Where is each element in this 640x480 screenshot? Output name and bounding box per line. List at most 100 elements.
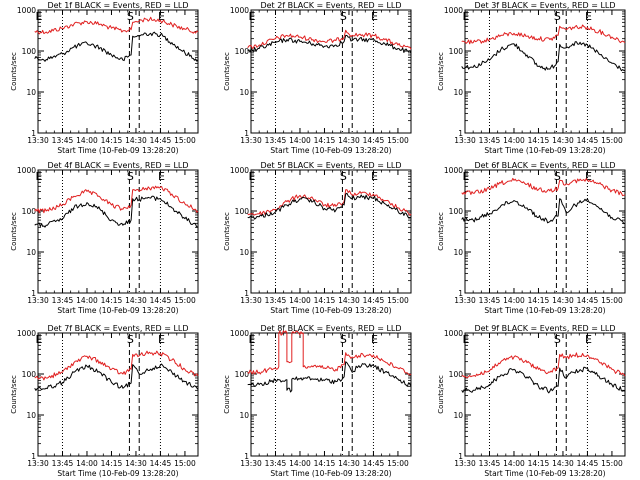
x-tick-label: 14:15	[528, 296, 550, 305]
y-tick-label: 100	[235, 47, 250, 56]
x-tick-label: 13:30	[454, 136, 476, 145]
y-tick-label: 1000	[230, 329, 249, 338]
y-tick-label: 1000	[17, 329, 36, 338]
x-tick-label: 13:30	[454, 296, 476, 305]
x-tick-label: 15:00	[387, 136, 409, 145]
series-line-lld	[247, 189, 412, 216]
x-tick-label: 14:45	[363, 136, 385, 145]
x-tick-label: 13:45	[52, 459, 74, 468]
x-tick-label: 13:45	[52, 136, 74, 145]
y-tick-label: 1000	[17, 6, 36, 15]
marker-label: E	[249, 333, 256, 346]
x-tick-label: 15:00	[387, 296, 409, 305]
x-tick-label: 14:30	[125, 459, 147, 468]
x-tick-label: 14:00	[76, 296, 98, 305]
x-tick-label: 14:00	[503, 296, 525, 305]
x-tick-label: 13:45	[479, 459, 501, 468]
marker-label: S	[340, 333, 347, 346]
series-line-lld	[247, 29, 412, 50]
y-axis-label: Counts/sec	[223, 52, 231, 91]
x-axis-label: Start Time (10-Feb-09 13:28:20)	[57, 146, 178, 155]
x-tick-label: 14:45	[150, 296, 172, 305]
marker-label: E	[463, 10, 470, 23]
y-tick-label: 1	[31, 289, 36, 298]
marker-label: E	[585, 170, 592, 183]
series-line-events	[247, 361, 412, 393]
x-tick-label: 13:45	[265, 296, 287, 305]
x-tick-label: 13:30	[454, 459, 476, 468]
x-tick-label: 15:00	[601, 136, 623, 145]
x-tick-label: 14:45	[577, 296, 599, 305]
y-axis-label: Counts/sec	[223, 212, 231, 251]
y-tick-label: 1	[458, 452, 463, 461]
x-tick-label: 13:30	[240, 459, 262, 468]
x-tick-label: 14:45	[363, 296, 385, 305]
x-tick-label: 14:00	[76, 459, 98, 468]
x-tick-label: 14:30	[552, 296, 574, 305]
chart-title: Det 4f BLACK = Events, RED = LLD	[47, 161, 188, 170]
marker-label: E	[585, 10, 592, 23]
marker-label: S	[340, 170, 347, 183]
y-axis-label: Counts/sec	[437, 52, 445, 91]
y-tick-label: 10	[26, 248, 36, 257]
x-tick-label: 14:00	[76, 136, 98, 145]
x-tick-label: 13:45	[479, 296, 501, 305]
y-tick-label: 10	[239, 248, 249, 257]
x-tick-label: 13:45	[265, 136, 287, 145]
y-axis-label: Counts/sec	[10, 52, 18, 91]
series-line-events	[34, 363, 199, 391]
x-tick-label: 14:45	[150, 136, 172, 145]
x-tick-label: 14:45	[577, 136, 599, 145]
y-tick-label: 1	[244, 289, 249, 298]
chart-title: Det 1f BLACK = Events, RED = LLD	[47, 1, 188, 10]
marker-label: E	[371, 10, 378, 23]
marker-label: S	[127, 170, 134, 183]
marker-label: E	[36, 333, 43, 346]
x-tick-label: 13:45	[265, 459, 287, 468]
x-tick-label: 13:30	[27, 136, 49, 145]
x-tick-label: 15:00	[174, 296, 196, 305]
y-tick-label: 100	[449, 47, 464, 56]
y-tick-label: 10	[239, 411, 249, 420]
marker-label: E	[463, 333, 470, 346]
x-tick-label: 13:45	[479, 136, 501, 145]
x-axis-label: Start Time (10-Feb-09 13:28:20)	[484, 146, 605, 155]
y-tick-label: 10	[453, 248, 463, 257]
y-tick-label: 1000	[230, 6, 249, 15]
x-tick-label: 14:45	[150, 459, 172, 468]
x-axis-label: Start Time (10-Feb-09 13:28:20)	[484, 306, 605, 315]
marker-label: S	[554, 170, 561, 183]
y-axis-label: Counts/sec	[223, 375, 231, 414]
chart-title: Det 5f BLACK = Events, RED = LLD	[260, 161, 401, 170]
x-tick-label: 14:15	[528, 136, 550, 145]
x-axis-label: Start Time (10-Feb-09 13:28:20)	[57, 469, 178, 478]
y-tick-label: 1	[31, 129, 36, 138]
y-tick-label: 100	[22, 207, 37, 216]
marker-label: S	[127, 10, 134, 23]
series-line-lld	[461, 24, 626, 45]
series-line-lld	[461, 352, 626, 379]
y-tick-label: 100	[235, 370, 250, 379]
marker-label: E	[463, 170, 470, 183]
x-tick-label: 14:00	[289, 296, 311, 305]
x-tick-label: 14:15	[314, 459, 336, 468]
x-axis-label: Start Time (10-Feb-09 13:28:20)	[484, 469, 605, 478]
chart-title: Det 9f BLACK = Events, RED = LLD	[474, 324, 615, 333]
marker-label: E	[36, 170, 43, 183]
x-tick-label: 14:15	[101, 459, 123, 468]
chart-title: Det 3f BLACK = Events, RED = LLD	[474, 1, 615, 10]
x-tick-label: 13:30	[240, 136, 262, 145]
chart-title: Det 2f BLACK = Events, RED = LLD	[260, 1, 401, 10]
y-tick-label: 100	[22, 47, 37, 56]
x-tick-label: 14:30	[552, 459, 574, 468]
chart-title: Det 8f BLACK = Events, RED = LLD	[260, 324, 401, 333]
y-tick-label: 1	[244, 452, 249, 461]
y-tick-label: 1000	[444, 6, 463, 15]
y-tick-label: 1000	[17, 166, 36, 175]
marker-label: E	[249, 10, 256, 23]
y-tick-label: 10	[26, 88, 36, 97]
x-axis-label: Start Time (10-Feb-09 13:28:20)	[57, 306, 178, 315]
y-tick-label: 10	[453, 411, 463, 420]
y-axis-label: Counts/sec	[437, 212, 445, 251]
